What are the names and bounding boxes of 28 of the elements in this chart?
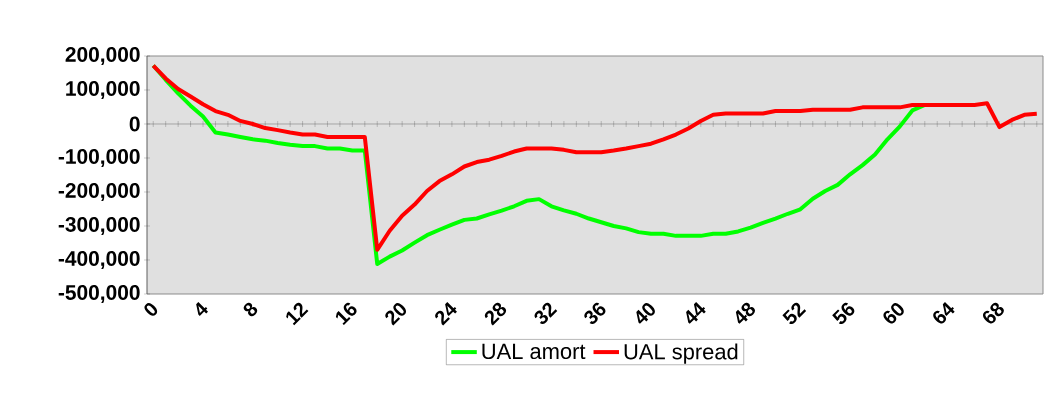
x-tick-label: 32 <box>534 302 558 325</box>
legend-label: UAL spread <box>624 343 738 364</box>
x-tick-label: 24 <box>435 302 457 326</box>
x-tick-label: 44 <box>686 302 706 324</box>
x-tick-label: 56 <box>832 302 855 325</box>
y-tick-label: -300,000 <box>58 217 140 235</box>
x-tick-label: 52 <box>782 302 807 325</box>
x-tick-label: 48 <box>735 302 755 324</box>
x-tick-label: 60 <box>883 303 904 324</box>
y-tick-label: 0 <box>129 116 140 132</box>
y-tick-label: -200,000 <box>58 183 140 201</box>
x-tick-label: 28 <box>484 302 507 326</box>
x-tick-label: 4 <box>196 302 209 316</box>
x-tick-label: 8 <box>243 302 258 317</box>
x-tick-label: 20 <box>385 303 407 326</box>
x-tick-label: 0 <box>144 303 158 316</box>
x-tick-label: 36 <box>584 302 606 325</box>
y-tick-label: -400,000 <box>58 251 140 269</box>
y-tick-label: -100,000 <box>58 149 140 167</box>
y-tick-label: 200,000 <box>65 47 140 65</box>
legend-label: UAL amort <box>482 343 586 360</box>
x-tick-label: 12 <box>286 302 309 326</box>
x-tick-label: 40 <box>636 303 655 324</box>
x-tick-label: 68 <box>983 302 1004 324</box>
y-tick-label: 100,000 <box>66 81 140 99</box>
x-tick-label: 64 <box>933 302 955 324</box>
y-tick-label: -500,000 <box>58 285 140 303</box>
x-tick-label: 16 <box>335 302 357 326</box>
